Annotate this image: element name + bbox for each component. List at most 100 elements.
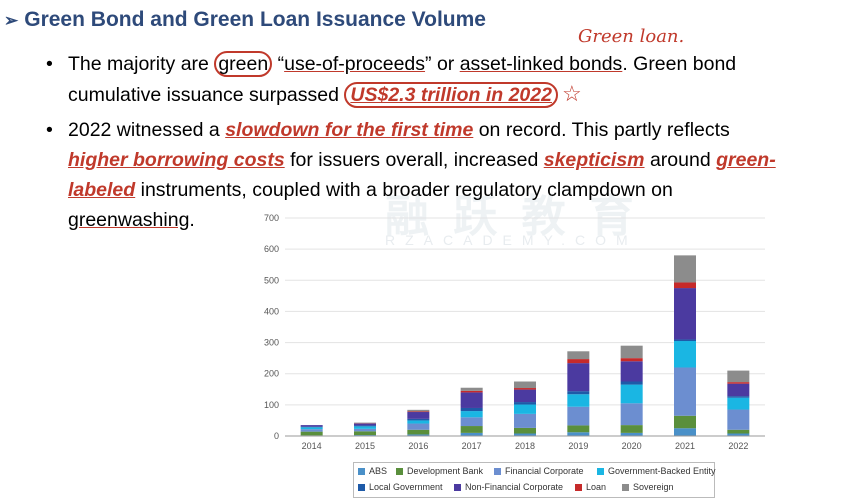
bar-segment <box>567 394 589 406</box>
bar-segment <box>354 429 376 431</box>
bar-segment <box>514 414 536 428</box>
bar-segment <box>727 396 749 398</box>
text-slowdown: slowdown for the first time <box>225 119 473 141</box>
text-highlight-amount: US$2.3 trillion in 2022 <box>344 82 558 108</box>
bar-segment <box>407 412 429 419</box>
bar-segment <box>301 425 323 427</box>
bar-segment <box>727 398 749 410</box>
text: instruments, coupled with a broader regu… <box>135 179 673 201</box>
x-tick-label: 2016 <box>408 441 428 451</box>
legend-label: Financial Corporate <box>505 466 584 476</box>
text: around <box>645 149 717 171</box>
bar-segment <box>514 402 536 404</box>
bar-segment <box>354 426 376 428</box>
bar-segment <box>461 408 483 411</box>
bar-segment <box>514 428 536 434</box>
handwritten-note: Green loan. <box>578 26 684 47</box>
bar-segment <box>354 425 376 426</box>
bar-segment <box>407 420 429 423</box>
bar-segment <box>674 341 696 367</box>
bullet-dot: • <box>46 116 53 144</box>
legend-label: Development Bank <box>407 466 483 476</box>
x-tick-label: 2015 <box>355 441 375 451</box>
bar-segment <box>407 411 429 412</box>
bar-segment <box>567 351 589 359</box>
text: 2022 witnessed a <box>68 119 225 141</box>
bar-segment <box>621 382 643 385</box>
legend-item: Government-Backed Entity <box>597 466 716 476</box>
bar-segment <box>674 282 696 288</box>
y-tick-label: 600 <box>264 244 279 254</box>
legend-swatch <box>494 468 501 475</box>
bar-segment <box>567 425 589 432</box>
legend-item: Non-Financial Corporate <box>454 482 563 492</box>
legend-swatch <box>575 484 582 491</box>
bar-segment <box>407 410 429 412</box>
text: . <box>189 209 194 231</box>
bar-segment <box>514 382 536 389</box>
text: “ <box>272 53 284 75</box>
bar-segment <box>674 255 696 282</box>
x-tick-label: 2018 <box>515 441 535 451</box>
bullet-2-line-1: • 2022 witnessed a slowdown for the firs… <box>68 116 730 144</box>
legend-label: Loan <box>586 482 606 492</box>
bar-segment <box>301 427 323 429</box>
legend-swatch <box>622 484 629 491</box>
text: ” or <box>425 53 460 75</box>
bar-segment <box>407 424 429 430</box>
y-tick-label: 0 <box>274 431 279 441</box>
legend-label: Local Government <box>369 482 443 492</box>
bullet-2-line-4: greenwashing. <box>68 206 195 234</box>
text: for issuers overall, increased <box>285 149 544 171</box>
bar-segment <box>461 426 483 433</box>
bar-segment <box>354 423 376 424</box>
text-use-of-proceeds: use-of-proceeds <box>284 53 425 75</box>
x-tick-label: 2021 <box>675 441 695 451</box>
star-icon: ☆ <box>562 81 582 106</box>
bar-segment <box>461 392 483 408</box>
legend-item: Development Bank <box>396 466 483 476</box>
text-circled-green: green <box>214 51 272 77</box>
x-tick-label: 2022 <box>728 441 748 451</box>
text-green-labeled-b: labeled <box>68 179 135 201</box>
y-tick-label: 500 <box>264 275 279 285</box>
bar-segment <box>567 407 589 426</box>
y-tick-label: 300 <box>264 338 279 348</box>
bar-segment <box>621 403 643 425</box>
legend-item: Local Government <box>358 482 443 492</box>
bar-segment <box>727 371 749 383</box>
bullet-2-line-2: higher borrowing costs for issuers overa… <box>68 146 776 174</box>
bar-segment <box>461 388 483 391</box>
bar-segment <box>301 427 323 428</box>
bar-segment <box>407 419 429 421</box>
legend-swatch <box>597 468 604 475</box>
bar-segment <box>621 358 643 361</box>
text: . Green bond <box>622 53 736 75</box>
bar-segment <box>567 432 589 436</box>
bar-segment <box>514 390 536 402</box>
bar-segment <box>461 391 483 393</box>
bar-segment <box>727 384 749 396</box>
bar-segment <box>621 346 643 358</box>
bar-segment <box>674 339 696 341</box>
bar-segment <box>621 385 643 404</box>
bullet-2-line-3: labeled instruments, coupled with a broa… <box>68 176 673 204</box>
legend-label: Non-Financial Corporate <box>465 482 563 492</box>
text-skepticism: skepticism <box>544 149 645 171</box>
slide-heading: ➢Green Bond and Green Loan Issuance Volu… <box>4 8 486 32</box>
bullet-1-line-2: cumulative issuance surpassed US$2.3 tri… <box>68 80 582 109</box>
y-tick-label: 100 <box>264 400 279 410</box>
text: cumulative issuance surpassed <box>68 84 344 106</box>
bar-segment <box>461 417 483 426</box>
legend-item: Sovereign <box>622 482 674 492</box>
bullet-dot: • <box>46 50 53 78</box>
legend-item: Loan <box>575 482 606 492</box>
legend-item: Financial Corporate <box>494 466 584 476</box>
text-borrowing-costs: higher borrowing costs <box>68 149 285 171</box>
y-tick-label: 400 <box>264 306 279 316</box>
legend-label: Sovereign <box>633 482 674 492</box>
legend-swatch <box>358 484 365 491</box>
x-tick-label: 2014 <box>302 441 322 451</box>
bar-segment <box>674 428 696 436</box>
